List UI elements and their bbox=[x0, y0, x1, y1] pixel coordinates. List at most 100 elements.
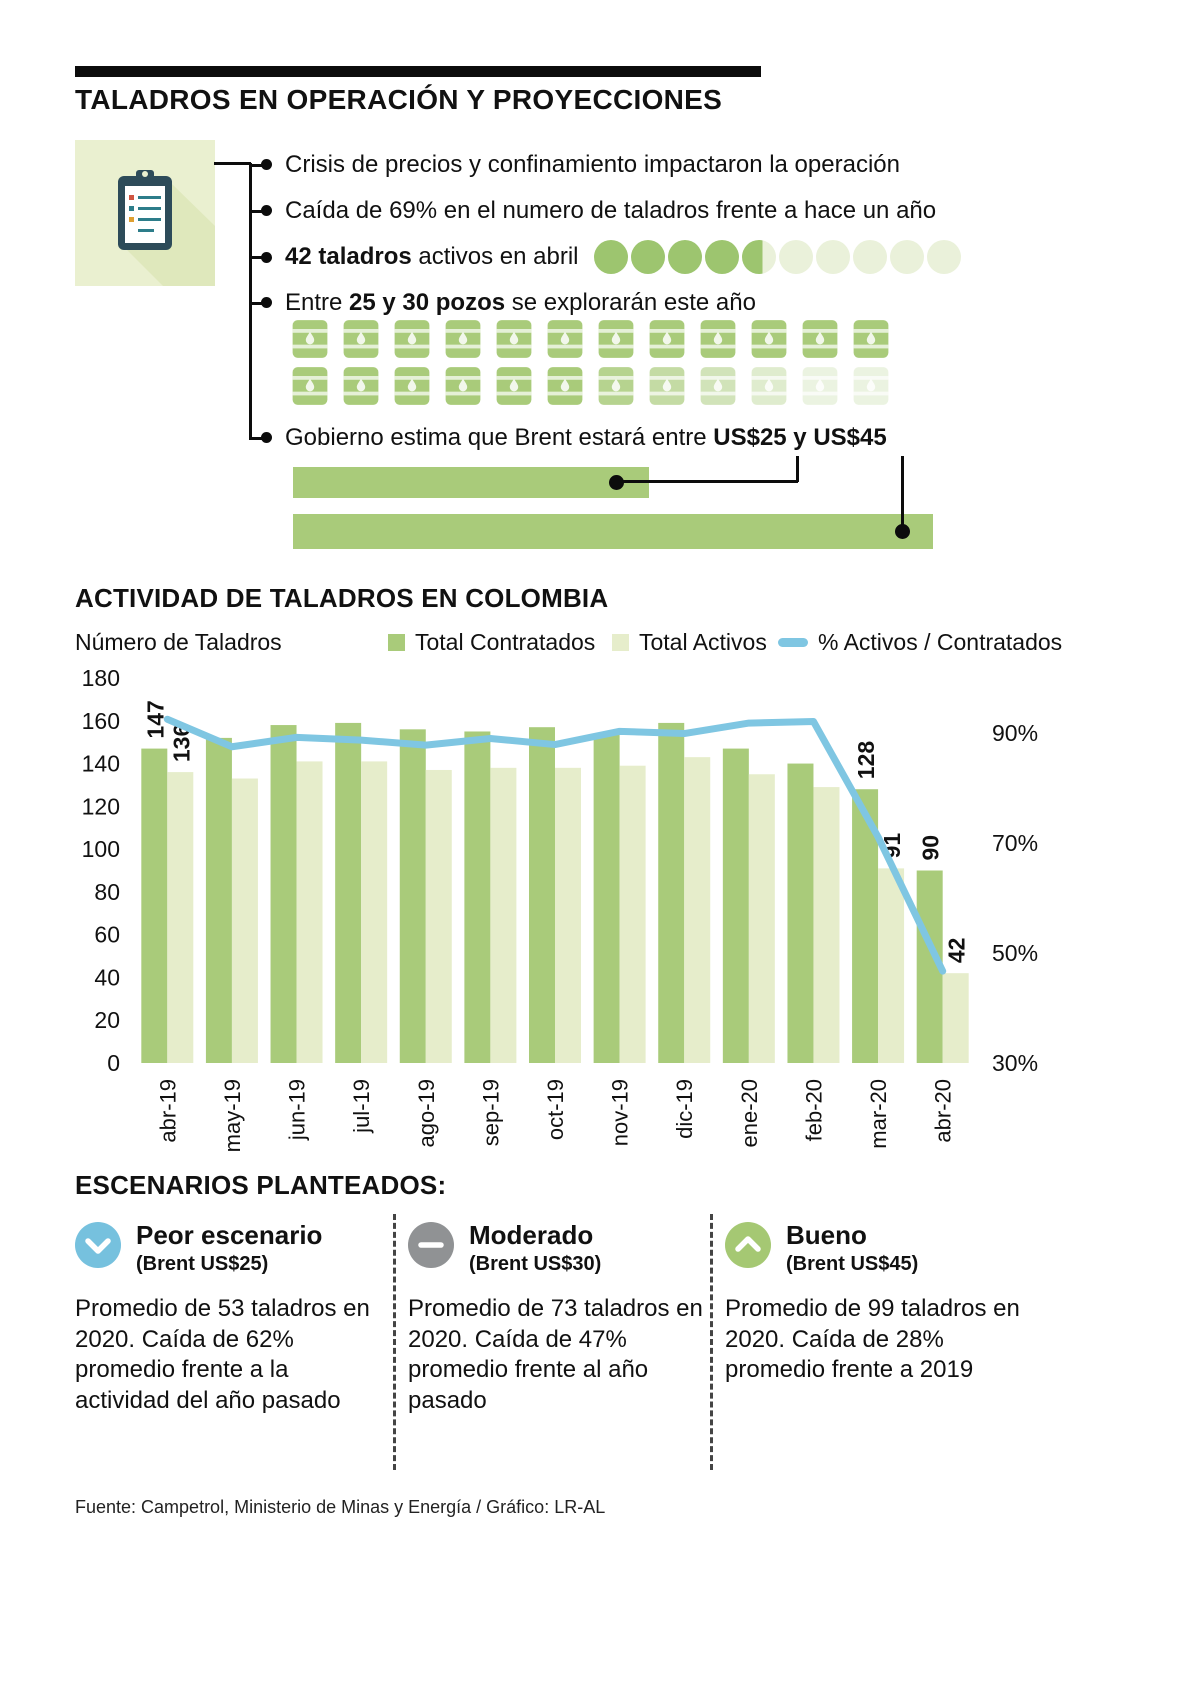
left-axis-tick: 120 bbox=[82, 793, 120, 819]
bullet-dot bbox=[261, 297, 272, 308]
oil-barrel-icon bbox=[292, 320, 328, 358]
connector-stub bbox=[249, 256, 265, 259]
left-axis-tick: 180 bbox=[82, 665, 120, 691]
bullet-text: Gobierno estima que Brent estará entre U… bbox=[285, 424, 887, 451]
bullet-dot bbox=[261, 205, 272, 216]
chevron-down-circle-icon bbox=[75, 1222, 121, 1268]
wells-barrels-graphic bbox=[291, 318, 890, 407]
oil-barrel-icon bbox=[802, 320, 838, 358]
x-axis-label: feb-20 bbox=[801, 1079, 826, 1141]
active-rigs-gauge bbox=[594, 240, 962, 274]
bar-value-label: 128 bbox=[853, 741, 879, 780]
gauge-dot bbox=[705, 240, 740, 274]
gauge-dot bbox=[816, 240, 851, 274]
bullet-text: 42 taladros activos en abril bbox=[285, 242, 579, 270]
bar-total-contratados bbox=[658, 722, 685, 1063]
x-axis-label: abr-19 bbox=[155, 1079, 180, 1143]
brent-low-connector-h bbox=[616, 480, 798, 483]
source-credit: Fuente: Campetrol, Ministerio de Minas y… bbox=[75, 1497, 606, 1517]
line-swatch bbox=[778, 638, 808, 647]
top-rule bbox=[75, 66, 761, 77]
bar-total-activos bbox=[167, 772, 194, 1063]
brent-high-bar bbox=[293, 514, 933, 549]
scenario-header: Peor escenario (Brent US$25) bbox=[75, 1220, 387, 1276]
bar-total-contratados bbox=[722, 748, 749, 1063]
bar-total-activos bbox=[231, 778, 258, 1063]
oil-barrel-icon bbox=[853, 320, 889, 358]
left-axis-tick: 40 bbox=[94, 964, 120, 990]
oil-barrel-icon bbox=[598, 367, 634, 405]
scenario-header: Moderado (Brent US$30) bbox=[408, 1220, 703, 1276]
x-axis-label: nov-19 bbox=[608, 1079, 633, 1146]
scenario-title: Moderado bbox=[469, 1220, 594, 1250]
left-axis-tick: 100 bbox=[82, 836, 120, 862]
bar-total-contratados bbox=[141, 748, 168, 1063]
scenario-title: Bueno bbox=[786, 1220, 867, 1250]
x-axis-label: sep-19 bbox=[478, 1079, 503, 1146]
chart-title: ACTIVIDAD DE TALADROS EN COLOMBIA bbox=[75, 583, 609, 613]
chart-legend: Número de Taladros Total Contratados Tot… bbox=[0, 629, 1200, 659]
scenario-subtitle: (Brent US$25) bbox=[136, 1253, 269, 1276]
x-axis-label: abr-20 bbox=[931, 1079, 956, 1143]
bullet-brent: Gobierno estima que Brent estará entre U… bbox=[261, 424, 887, 453]
oil-barrel-icon bbox=[343, 367, 379, 405]
connector-stub bbox=[249, 210, 265, 213]
oil-barrel-icon bbox=[292, 367, 328, 405]
bar-total-activos bbox=[555, 767, 581, 1063]
oil-barrel-icon bbox=[751, 320, 787, 358]
oil-barrel-icon bbox=[394, 320, 430, 358]
bar-total-activos bbox=[684, 757, 711, 1063]
x-axis-label: dic-19 bbox=[672, 1079, 697, 1139]
oil-barrel-icon bbox=[700, 367, 736, 405]
oil-barrel-icon bbox=[547, 320, 583, 358]
bullet-dot bbox=[261, 251, 272, 263]
brent-low-dot bbox=[609, 475, 624, 490]
bar-total-activos bbox=[490, 767, 517, 1063]
bar-total-activos bbox=[878, 868, 905, 1063]
bullet-crisis: Crisis de precios y confinamiento impact… bbox=[261, 151, 900, 180]
contratados-swatch bbox=[388, 634, 405, 651]
gauge-dot bbox=[890, 240, 925, 274]
oil-barrel-icon bbox=[853, 367, 889, 405]
bar-total-activos bbox=[425, 769, 452, 1063]
oil-barrel-icon bbox=[700, 320, 736, 358]
left-axis-tick: 140 bbox=[82, 751, 120, 777]
gauge-dot bbox=[779, 240, 814, 274]
oil-barrel-icon bbox=[394, 367, 430, 405]
bullet-text: Entre 25 y 30 pozos se explorarán este a… bbox=[285, 289, 756, 316]
connector-spine bbox=[249, 163, 252, 439]
scenario-title: Peor escenario bbox=[136, 1220, 323, 1250]
x-axis-label: may-19 bbox=[220, 1079, 245, 1152]
percent-activos-line bbox=[163, 715, 947, 975]
left-axis-tick: 160 bbox=[82, 708, 120, 734]
clipboard-icon bbox=[75, 140, 215, 286]
barrel-row bbox=[291, 365, 890, 407]
gauge-dot bbox=[594, 240, 629, 274]
bar-total-activos bbox=[748, 774, 775, 1063]
left-axis-tick: 80 bbox=[94, 879, 120, 905]
x-axis-label: oct-19 bbox=[543, 1079, 568, 1140]
gauge-dot bbox=[742, 240, 777, 274]
scenario-subtitle: (Brent US$30) bbox=[469, 1253, 602, 1276]
connector-stub bbox=[249, 437, 265, 440]
bullet-caida: Caída de 69% en el numero de taladros fr… bbox=[261, 197, 936, 226]
bullet-pozos: Entre 25 y 30 pozos se explorarán este a… bbox=[261, 289, 756, 318]
oil-barrel-icon bbox=[496, 367, 532, 405]
separator bbox=[710, 1214, 713, 1470]
oil-barrel-icon bbox=[751, 367, 787, 405]
bar-value-label: 90 bbox=[918, 835, 944, 861]
gauge-dot bbox=[668, 240, 703, 274]
scenario-body: Promedio de 53 taladros en 2020. Caída d… bbox=[75, 1295, 370, 1414]
bullet-taladros-activos: 42 taladros activos en abril bbox=[261, 240, 962, 274]
bar-total-activos bbox=[942, 973, 969, 1063]
legend-total-activos: Total Activos bbox=[612, 629, 767, 656]
scenario-header: Bueno (Brent US$45) bbox=[725, 1220, 1037, 1276]
bullet-dot bbox=[261, 432, 272, 443]
right-axis-tick: 90% bbox=[992, 720, 1038, 746]
right-axis-tick: 30% bbox=[992, 1050, 1038, 1076]
oil-barrel-icon bbox=[445, 367, 481, 405]
rigs-activity-chart: 18016014012010080604020090%70%50%30%1471… bbox=[82, 665, 1038, 1152]
legend-pct-line: % Activos / Contratados bbox=[778, 629, 1062, 656]
oil-barrel-icon bbox=[445, 320, 481, 358]
